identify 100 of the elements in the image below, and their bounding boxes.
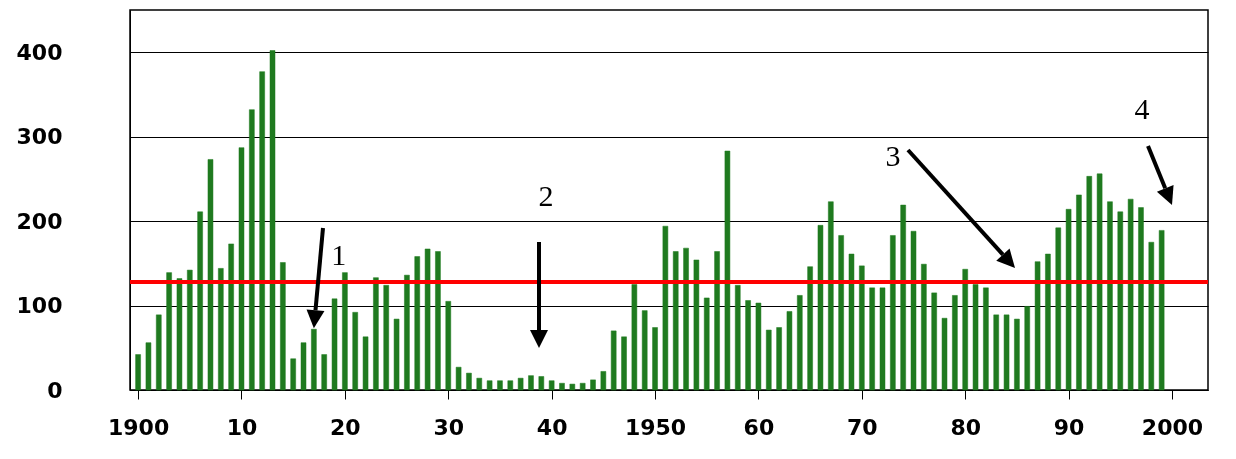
bar (228, 243, 234, 391)
bar (766, 329, 772, 391)
bar (776, 327, 782, 391)
bar (476, 377, 483, 391)
x-tick-label: 80 (950, 414, 982, 440)
bar (373, 277, 379, 391)
bar (404, 274, 410, 391)
bar (1065, 209, 1072, 391)
bar (1138, 207, 1144, 391)
x-tick-label: 30 (433, 414, 465, 440)
bar (724, 150, 731, 391)
x-tick-label: 40 (536, 414, 568, 440)
annotation: 3 (885, 139, 901, 172)
bar (1127, 198, 1134, 391)
bar (269, 50, 276, 391)
bar (135, 354, 141, 391)
bar (900, 204, 906, 391)
bar (497, 380, 503, 391)
bar (383, 285, 389, 391)
bar (435, 251, 441, 391)
bar (745, 300, 751, 391)
bar (962, 268, 968, 391)
annotation: 4 (1134, 92, 1150, 125)
x-tick-label: 20 (330, 414, 361, 440)
bar (1096, 173, 1103, 391)
bar (817, 225, 824, 391)
x-tick-label: 70 (847, 414, 878, 440)
bar (931, 292, 937, 391)
bar (517, 377, 524, 391)
bar (641, 310, 648, 391)
annotation: 1 (331, 238, 347, 272)
bar (838, 235, 844, 391)
bar (559, 382, 565, 391)
bar (197, 211, 203, 391)
annotation: 2 (538, 179, 554, 212)
bar (869, 287, 875, 391)
bar (538, 376, 545, 391)
bar (1086, 176, 1093, 391)
x-tick-label: 90 (1053, 414, 1085, 440)
bar (1148, 241, 1155, 391)
bar (972, 284, 979, 391)
bar (1014, 318, 1020, 391)
bar (238, 147, 245, 391)
bar (507, 380, 514, 391)
bar (1117, 211, 1124, 391)
bar (683, 247, 689, 391)
bar (807, 266, 813, 391)
x-tick-label: 60 (743, 414, 775, 440)
bar (1003, 314, 1010, 391)
bar (1076, 194, 1082, 391)
bar (176, 278, 183, 391)
bar (528, 375, 534, 391)
bar (693, 259, 700, 391)
bar (828, 201, 834, 391)
y-tick-label: 100 (16, 293, 63, 319)
x-tick-label: 1900 (107, 414, 170, 440)
bar (187, 269, 193, 391)
x-tick-label: 1950 (624, 414, 687, 440)
bar (890, 235, 896, 391)
bar (941, 317, 948, 391)
bar (259, 71, 265, 391)
bar (735, 285, 741, 391)
bar (145, 342, 152, 391)
bar (714, 251, 720, 391)
bar (445, 301, 452, 391)
bar (548, 380, 555, 391)
y-tick-label: 300 (16, 124, 63, 150)
bar (590, 379, 596, 391)
bar (993, 314, 999, 391)
bar (1055, 227, 1062, 391)
bar (280, 262, 286, 391)
bar (631, 284, 638, 391)
y-tick-label: 200 (16, 208, 63, 234)
bar (921, 263, 927, 391)
bar (249, 109, 255, 391)
bar (393, 318, 400, 391)
bar (983, 287, 989, 391)
bar (166, 272, 172, 391)
bar (879, 287, 886, 391)
bar (952, 295, 958, 391)
bar (579, 382, 586, 391)
bar (156, 314, 162, 391)
bar (621, 336, 627, 391)
bar (290, 358, 296, 391)
bar (672, 251, 679, 391)
bar (569, 383, 576, 391)
bar (848, 253, 855, 391)
bar (207, 159, 214, 391)
bar (859, 265, 865, 391)
y-tick-label: 0 (47, 377, 63, 403)
bar (910, 230, 917, 391)
bar (362, 336, 369, 391)
bar (662, 225, 669, 391)
bar (600, 371, 607, 391)
bar (652, 327, 658, 391)
y-tick-label: 400 (16, 39, 63, 65)
bar (466, 372, 472, 391)
bar (414, 256, 420, 391)
bar (300, 342, 307, 391)
bar (424, 248, 431, 391)
